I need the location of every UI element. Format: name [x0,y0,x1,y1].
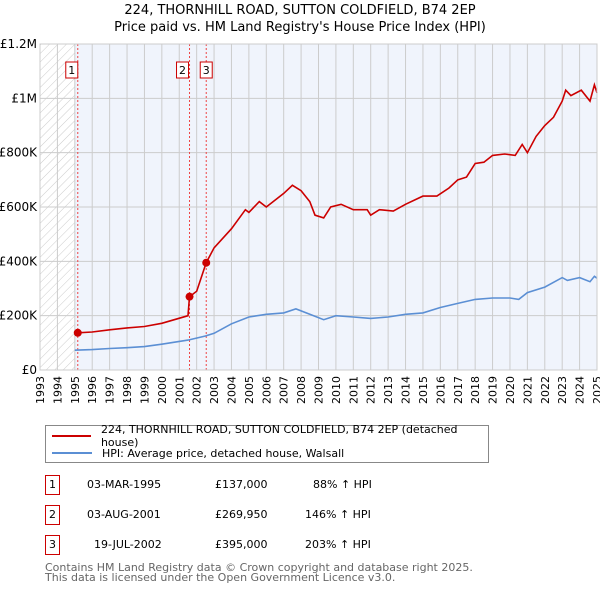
sale-hpi: 88% ↑ HPI [313,478,372,491]
x-tick-label: 1997 [104,376,117,404]
sale-marker-badge: 3 [45,535,60,555]
x-tick-label: 2002 [191,376,204,404]
y-tick-label: £600K [0,200,38,214]
sale-label-box [199,61,213,79]
x-tick-label: 2009 [313,376,326,404]
legend-swatch-hpi [52,452,92,454]
x-tick-label: 2010 [330,376,343,404]
sale-date: 03-MAR-1995 [87,478,162,491]
x-tick-label: 2021 [521,376,534,404]
legend-swatch-property [52,435,91,437]
legend-label-property: 224, THORNHILL ROAD, SUTTON COLDFIELD, B… [100,423,458,449]
sale-label: 2 [179,64,186,77]
x-tick-label: 2019 [487,376,500,404]
y-tick-label: £1.2M [0,37,37,51]
x-tick-label: 2000 [156,376,169,404]
x-tick-label: 2007 [278,376,291,404]
x-tick-label: 2006 [260,376,273,404]
sale-label-box [176,61,190,79]
y-tick-label: £1M [11,91,37,105]
x-tick-label: 1994 [51,376,64,404]
sale-label-box [65,61,79,79]
sale-row: 2 03-AUG-2001 £269,950 146% ↑ HPI [45,505,445,525]
chart-subtitle: Price paid vs. HM Land Registry's House … [114,20,486,35]
series-line-property [77,81,598,334]
x-tick-label: 1993 [34,376,47,404]
x-tick-label: 2014 [400,376,413,404]
x-tick-label: 2001 [173,376,186,404]
sale-point [73,328,82,337]
sale-row: 3 19-JUL-2002 £395,000 203% ↑ HPI [45,535,445,555]
x-tick-label: 2012 [365,376,378,404]
x-tick-label: 2025 [591,376,600,404]
plot-border [39,43,598,371]
x-tick-label: 2018 [469,376,482,404]
sale-price: £395,000 [215,538,268,551]
x-tick-label: 2003 [208,376,221,404]
legend-label-hpi: HPI: Average price, detached house, Wals… [102,446,345,460]
footer-licence: This data is licensed under the Open Gov… [45,571,396,584]
y-tick-label: £400K [0,254,38,268]
series-line-hpi [74,275,598,351]
legend-item-hpi: HPI: Average price, detached house, Wals… [46,445,344,461]
x-tick-label: 2011 [347,376,360,404]
legend: 224, THORNHILL ROAD, SUTTON COLDFIELD, B… [45,423,489,463]
sale-label: 3 [203,64,210,77]
sale-row: 1 03-MAR-1995 £137,000 88% ↑ HPI [45,475,445,495]
x-tick-label: 1995 [69,376,82,404]
legend-item-property: 224, THORNHILL ROAD, SUTTON COLDFIELD, B… [46,423,488,449]
sale-label: 1 [68,64,75,77]
x-tick-label: 2022 [539,376,552,404]
x-tick-label: 1998 [121,376,134,404]
sale-hpi: 203% ↑ HPI [305,538,371,551]
x-tick-label: 2024 [574,376,587,404]
sale-point [202,258,211,267]
sale-date: 19-JUL-2002 [94,538,162,551]
sale-point [185,292,194,301]
sale-price: £269,950 [215,508,268,521]
x-tick-label: 2004 [225,376,238,404]
footer-copyright: Contains HM Land Registry data © Crown c… [45,561,473,574]
x-tick-label: 2017 [452,376,465,404]
y-tick-label: £800K [0,146,38,160]
sale-marker-badge: 2 [45,505,60,525]
price-chart: 1993 1994 1995 1996 1997 1998 1999 2000 2001 2002… [0,37,600,404]
x-tick-label: 1999 [138,376,151,404]
x-tick-label: 2005 [243,376,256,404]
sale-hpi: 146% ↑ HPI [305,508,371,521]
x-tick-label: 1996 [86,376,99,404]
sale-date: 03-AUG-2001 [87,508,161,521]
y-tick-label: £200K [0,309,38,323]
x-tick-label: 2015 [417,376,430,404]
sale-price: £137,000 [215,478,268,491]
x-tick-label: 2016 [434,376,447,404]
x-tick-label: 2020 [504,376,517,404]
x-tick-label: 2023 [556,376,569,404]
sale-marker-badge: 1 [45,475,60,495]
x-tick-label: 2013 [382,376,395,404]
y-tick-label: £0 [22,363,37,377]
chart-title: 224, THORNHILL ROAD, SUTTON COLDFIELD, B… [124,3,476,18]
x-tick-label: 2008 [295,376,308,404]
